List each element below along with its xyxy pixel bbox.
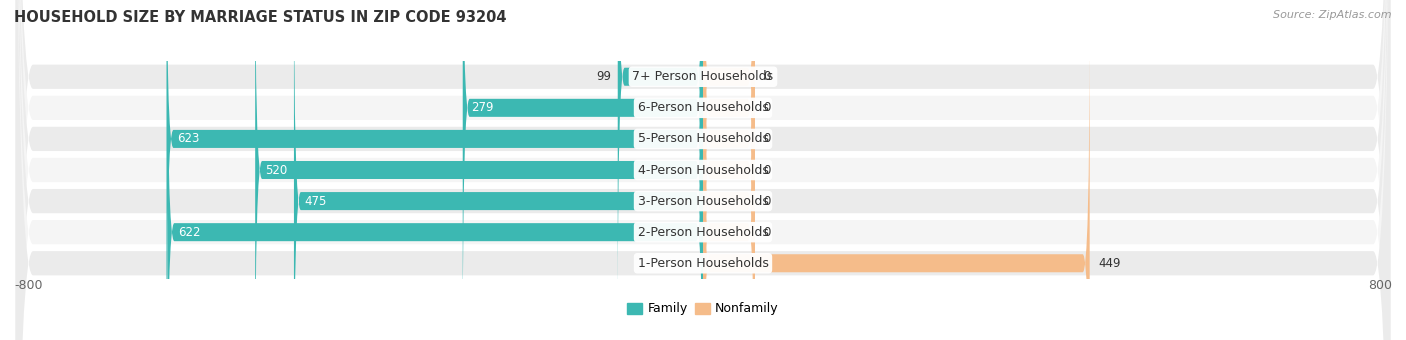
Text: 0: 0 [763,70,770,83]
Text: 6-Person Households: 6-Person Households [637,101,769,114]
FancyBboxPatch shape [617,0,703,317]
Text: 1-Person Households: 1-Person Households [637,257,769,270]
Text: 800: 800 [1368,279,1392,292]
FancyBboxPatch shape [703,0,755,340]
Text: 2-Person Households: 2-Person Households [637,226,769,239]
FancyBboxPatch shape [15,0,1391,340]
FancyBboxPatch shape [15,0,1391,340]
Text: 3-Person Households: 3-Person Households [637,194,769,208]
FancyBboxPatch shape [15,0,1391,340]
FancyBboxPatch shape [703,0,755,340]
FancyBboxPatch shape [15,0,1391,340]
Text: 0: 0 [763,101,770,114]
Text: 0: 0 [763,194,770,208]
Text: 4-Person Households: 4-Person Households [637,164,769,176]
FancyBboxPatch shape [254,0,703,340]
Text: -800: -800 [14,279,42,292]
FancyBboxPatch shape [703,0,755,340]
FancyBboxPatch shape [463,0,703,340]
FancyBboxPatch shape [15,0,1391,340]
FancyBboxPatch shape [167,0,703,340]
Text: 0: 0 [763,164,770,176]
Text: HOUSEHOLD SIZE BY MARRIAGE STATUS IN ZIP CODE 93204: HOUSEHOLD SIZE BY MARRIAGE STATUS IN ZIP… [14,10,506,25]
FancyBboxPatch shape [166,0,703,340]
FancyBboxPatch shape [703,0,755,340]
Text: 520: 520 [266,164,288,176]
Text: 475: 475 [304,194,326,208]
Text: 622: 622 [177,226,200,239]
Text: 623: 623 [177,132,200,146]
Text: 279: 279 [471,101,494,114]
Text: 7+ Person Households: 7+ Person Households [633,70,773,83]
Text: Source: ZipAtlas.com: Source: ZipAtlas.com [1274,10,1392,20]
FancyBboxPatch shape [15,0,1391,340]
Text: 0: 0 [763,132,770,146]
Text: 5-Person Households: 5-Person Households [637,132,769,146]
Legend: Family, Nonfamily: Family, Nonfamily [623,298,783,320]
Text: 449: 449 [1098,257,1121,270]
FancyBboxPatch shape [703,0,755,340]
Text: 99: 99 [596,70,610,83]
FancyBboxPatch shape [703,0,755,317]
FancyBboxPatch shape [294,0,703,340]
FancyBboxPatch shape [703,23,1090,340]
Text: 0: 0 [763,226,770,239]
FancyBboxPatch shape [15,0,1391,340]
